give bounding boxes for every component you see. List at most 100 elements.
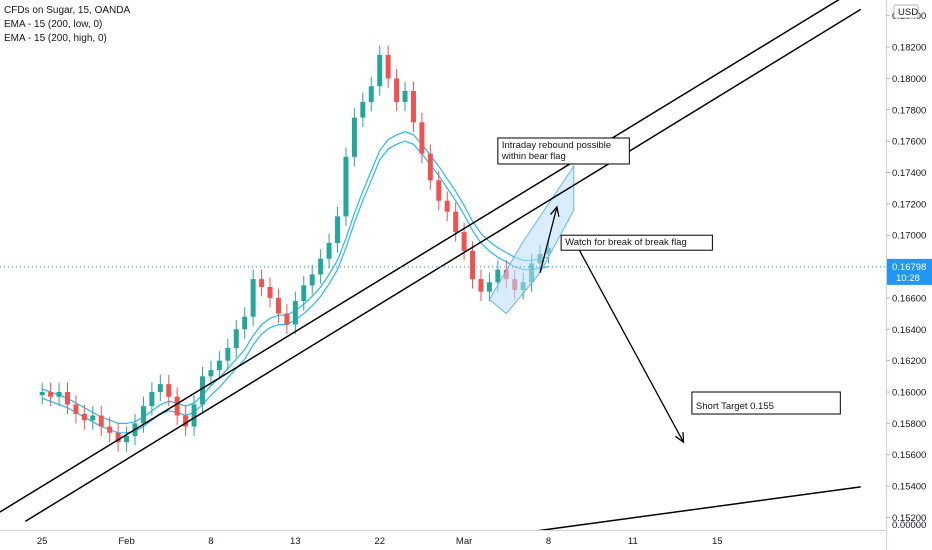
- candle-body: [419, 122, 425, 154]
- x-tick-label: 22: [374, 536, 385, 547]
- candle-body: [166, 384, 172, 397]
- candle-body: [284, 313, 290, 325]
- candle-body: [233, 329, 239, 349]
- last-price-tag: [887, 258, 932, 285]
- y-tick-label: 0.17600: [892, 137, 926, 148]
- y-tick-label: 0.15200: [892, 513, 926, 524]
- arrow-head-2: [675, 432, 685, 444]
- plot-area: [0, 0, 886, 530]
- candle-body: [65, 392, 71, 405]
- y-tick-label: 0.16200: [892, 356, 926, 367]
- candle-body: [453, 211, 459, 233]
- arrow-shaft-2: [573, 239, 685, 443]
- last-price-value: 0.16798: [892, 262, 926, 273]
- candle-body: [486, 282, 492, 292]
- bear-flag-channel: [488, 164, 575, 315]
- candle-body: [124, 435, 130, 443]
- annotation-box-3: [691, 391, 841, 415]
- y-tick-label: 0.15600: [892, 450, 926, 461]
- candle-body: [259, 279, 265, 287]
- y-tick-label: 0.17200: [892, 199, 926, 210]
- y-tick-label: 0.15400: [892, 482, 926, 493]
- x-tick-label: Feb: [118, 536, 134, 547]
- time-axis: 25 Feb 8 13 22 Mar 8 11 15: [0, 530, 886, 547]
- x-tick-label: 15: [712, 536, 723, 547]
- candle-body: [309, 274, 315, 286]
- trendline-1: [0, 0, 840, 513]
- candle-body: [335, 216, 341, 244]
- y-tick-label: 0.16400: [892, 325, 926, 336]
- candle-body: [427, 153, 433, 181]
- price-axis: 0.184000.182000.180000.178000.176000.174…: [886, 0, 932, 550]
- candle-body: [326, 243, 332, 259]
- candle-body: [368, 86, 374, 102]
- candle-body: [360, 101, 366, 118]
- candle-body: [208, 370, 214, 377]
- candle-body: [470, 250, 476, 280]
- ema-high-legend[interactable]: EMA - 15 (200, high, 0): [4, 33, 107, 44]
- candle-body: [200, 376, 206, 405]
- candle-body: [495, 269, 501, 283]
- annotation-text: within bear flag: [501, 151, 566, 162]
- candle-body: [56, 392, 62, 397]
- candle-body: [73, 404, 79, 414]
- annotation-text: Intraday rebound possible: [502, 140, 611, 151]
- arrow-shaft-1: [539, 206, 558, 274]
- candle-body: [250, 279, 256, 317]
- annotation-text: Watch for break of break flag: [565, 237, 687, 248]
- x-tick-label: Mar: [456, 536, 472, 547]
- candle-body: [436, 180, 442, 201]
- candle-body: [242, 316, 248, 330]
- trendline-2: [24, 8, 862, 523]
- y-tick-label: 0.17000: [892, 231, 926, 242]
- candle-body: [478, 279, 484, 292]
- candle-body: [444, 200, 450, 212]
- candle-body: [115, 432, 121, 443]
- currency-box: [893, 4, 919, 19]
- candle-body: [90, 415, 96, 421]
- y-tick-label: 0.15800: [892, 419, 926, 430]
- candle-body: [394, 78, 400, 102]
- candle-body: [140, 406, 146, 424]
- candle-body: [174, 396, 180, 416]
- ema-low-legend[interactable]: EMA - 15 (200, low, 0): [4, 19, 103, 30]
- chart-title[interactable]: CFDs on Sugar, 15, OANDA: [4, 5, 131, 16]
- y-tick-label: 0.17400: [892, 168, 926, 179]
- candle-body: [225, 348, 231, 361]
- y-tick-label: 0.18200: [892, 43, 926, 54]
- y-zero-label: 0.00000: [892, 520, 926, 531]
- x-tick-label: 13: [290, 536, 301, 547]
- candle-body: [157, 384, 163, 393]
- candle-body: [39, 392, 45, 396]
- candle-body: [98, 415, 104, 427]
- chart-legend: CFDs on Sugar, 15, OANDA EMA - 15 (200, …: [4, 4, 130, 46]
- currency-label: USD: [898, 7, 918, 18]
- candle-body: [107, 426, 113, 433]
- arrow-head-1: [550, 205, 560, 217]
- y-tick-label: 0.17800: [892, 105, 926, 116]
- x-tick-label: 11: [628, 536, 638, 547]
- annotation-box-2: [560, 234, 713, 251]
- candle-body: [149, 392, 155, 407]
- candle-body: [377, 54, 383, 87]
- x-tick-label: 8: [208, 536, 213, 547]
- x-tick-label: 8: [546, 536, 551, 547]
- candle-body: [275, 297, 281, 314]
- trendline-3: [537, 486, 861, 530]
- candle-body: [267, 286, 273, 298]
- candle-body: [301, 285, 307, 302]
- candle-body: [48, 392, 54, 397]
- candle-body: [410, 90, 416, 123]
- candle-body: [191, 404, 197, 427]
- y-tick-label: 0.16000: [892, 388, 926, 399]
- candle-body: [81, 413, 87, 421]
- y-tick-label: 0.18000: [892, 74, 926, 85]
- candle-body: [351, 117, 357, 157]
- candle-body: [343, 156, 349, 217]
- annotation-box-1: [497, 137, 630, 165]
- candle-body: [216, 360, 222, 371]
- price-countdown: 10:28: [896, 273, 920, 284]
- x-tick-label: 25: [37, 536, 48, 547]
